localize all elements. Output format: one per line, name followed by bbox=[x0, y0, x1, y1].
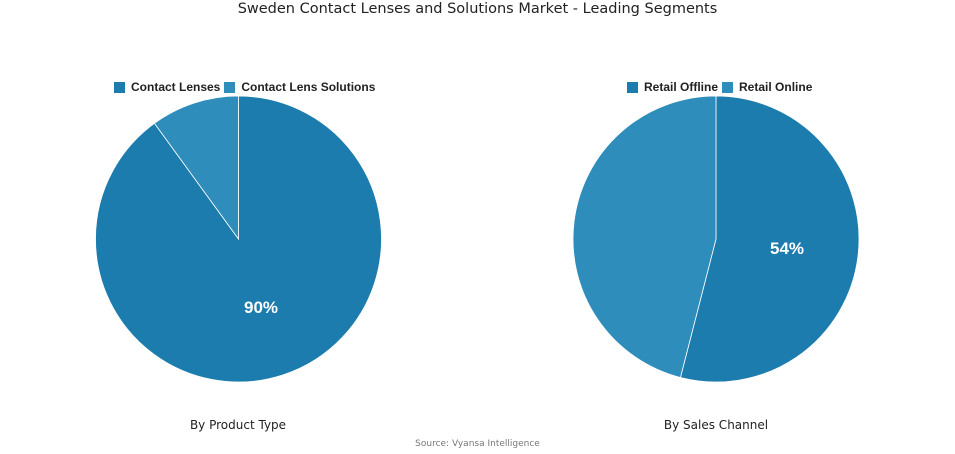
legend-product-type: Contact Lenses Contact Lens Solutions bbox=[114, 80, 379, 94]
slice-label-contact-lenses: 90% bbox=[244, 298, 278, 317]
legend-swatch-icon bbox=[114, 81, 125, 93]
source-note: Source: Vyansa Intelligence bbox=[415, 439, 540, 449]
legend-label: Retail Offline bbox=[644, 80, 719, 94]
legend-label: Contact Lens Solutions bbox=[241, 80, 376, 94]
legend-item-contact-lenses: Contact Lenses bbox=[114, 80, 220, 94]
chart-title: Sweden Contact Lenses and Solutions Mark… bbox=[237, 1, 718, 17]
legend-swatch-icon bbox=[224, 81, 236, 93]
pie-product-type bbox=[95, 95, 382, 383]
legend-sales-channel: Retail Offline Retail Online bbox=[627, 80, 816, 94]
legend-item-retail-online: Retail Online bbox=[722, 80, 812, 94]
legend-swatch-icon bbox=[722, 81, 734, 93]
legend-item-retail-offline: Retail Offline bbox=[627, 80, 718, 94]
legend-label: Contact Lenses bbox=[131, 80, 221, 94]
pie-slice-contact-lens-solutions bbox=[153, 95, 239, 241]
caption-sales-channel: By Sales Channel bbox=[663, 418, 769, 432]
legend-item-contact-lens-solutions: Contact Lens Solutions bbox=[224, 80, 375, 94]
slice-label-retail-offline: 54% bbox=[770, 239, 804, 258]
caption-product-type: By Product Type bbox=[189, 418, 287, 432]
pie-sales-channel bbox=[572, 95, 860, 383]
pie-slice-retail-online bbox=[572, 95, 717, 378]
pie-slice-retail-offline bbox=[679, 95, 860, 383]
legend-swatch-icon bbox=[627, 81, 638, 93]
legend-label: Retail Online bbox=[739, 80, 813, 94]
